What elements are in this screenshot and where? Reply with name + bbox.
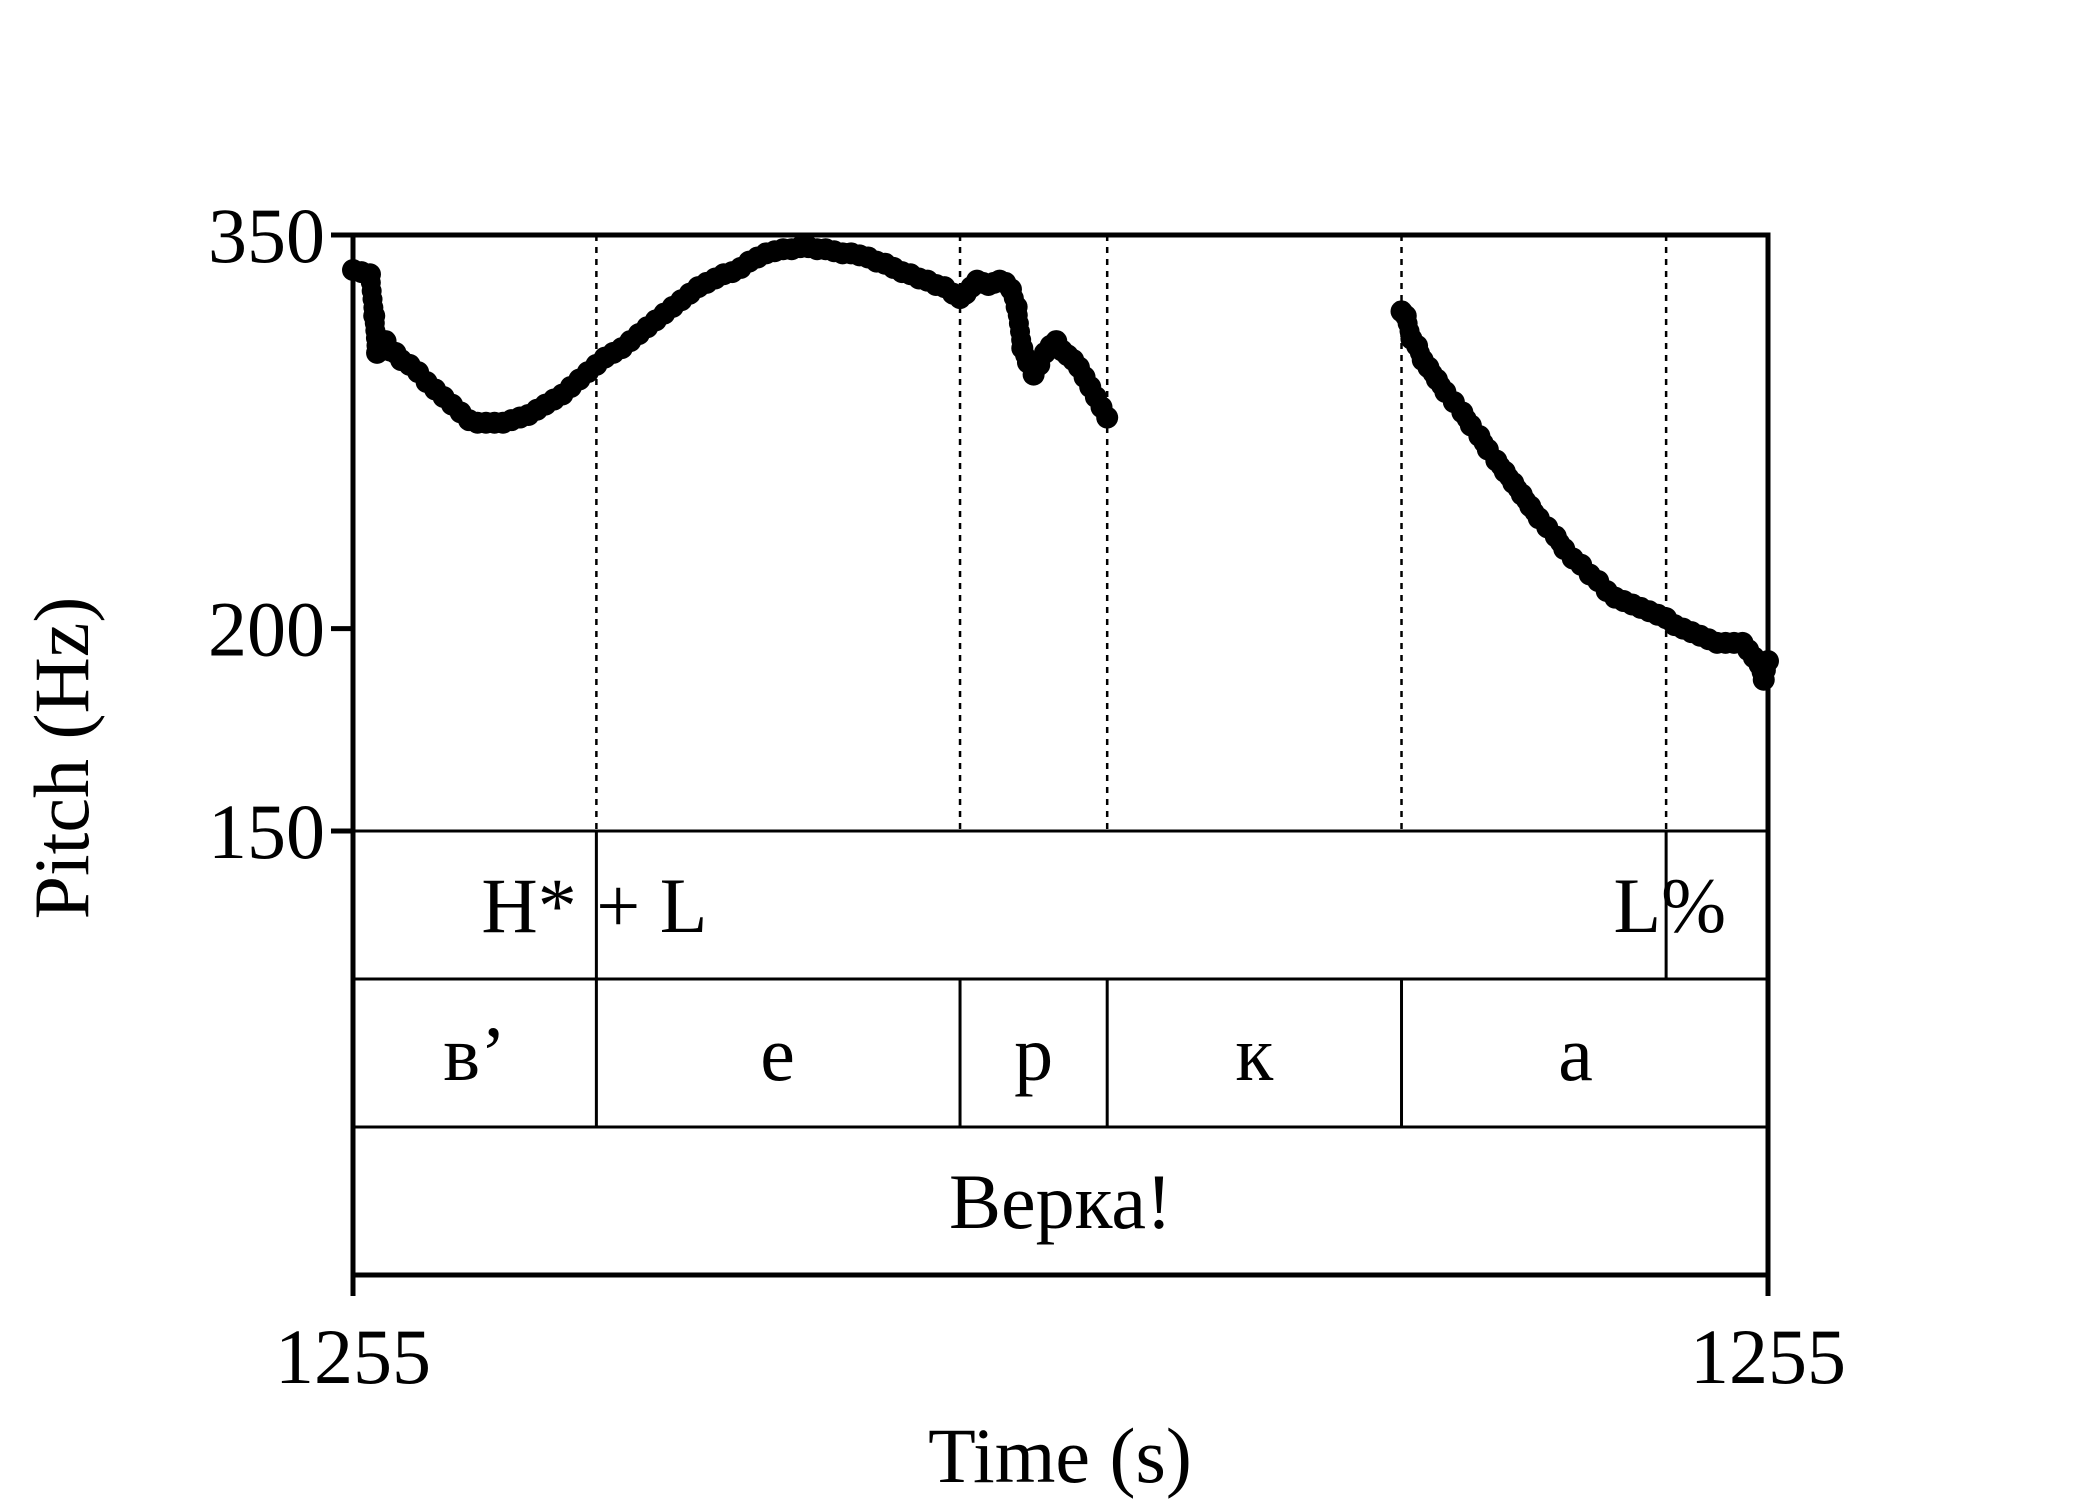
tier-2-label-1: в’	[443, 1010, 506, 1097]
plot-frame	[350, 232, 1771, 1278]
tier-2-label-3: р	[1014, 1010, 1053, 1097]
x-tick-label-left: 1255	[275, 1313, 431, 1400]
tier-1-label-2: L%	[1613, 862, 1726, 949]
tier-3-label-1: Верка!	[949, 1158, 1172, 1245]
tier-2-label-2: е	[760, 1010, 795, 1097]
tier-2-label-5: а	[1558, 1010, 1593, 1097]
pitch-points	[342, 236, 1779, 691]
annotation-tiers: H* + L L% в’ е р к а Верка!	[443, 831, 1726, 1245]
tier-2-label-4: к	[1235, 1010, 1273, 1097]
axes: 1255 1255 Time (s) Pitch (Hz) 150 200 350	[18, 192, 1846, 1499]
x-axis-label: Time (s)	[928, 1412, 1192, 1499]
tier-1-label-1: H* + L	[481, 862, 707, 949]
y-tick-label-150: 150	[208, 788, 325, 875]
y-tick-label-350: 350	[208, 192, 325, 279]
y-axis-label: Pitch (Hz)	[18, 597, 105, 920]
boundary-lines	[595, 235, 1668, 831]
x-tick-label-right: 1255	[1690, 1313, 1846, 1400]
y-tick-label-200: 200	[208, 586, 325, 673]
pitch-point-116	[1096, 406, 1119, 429]
